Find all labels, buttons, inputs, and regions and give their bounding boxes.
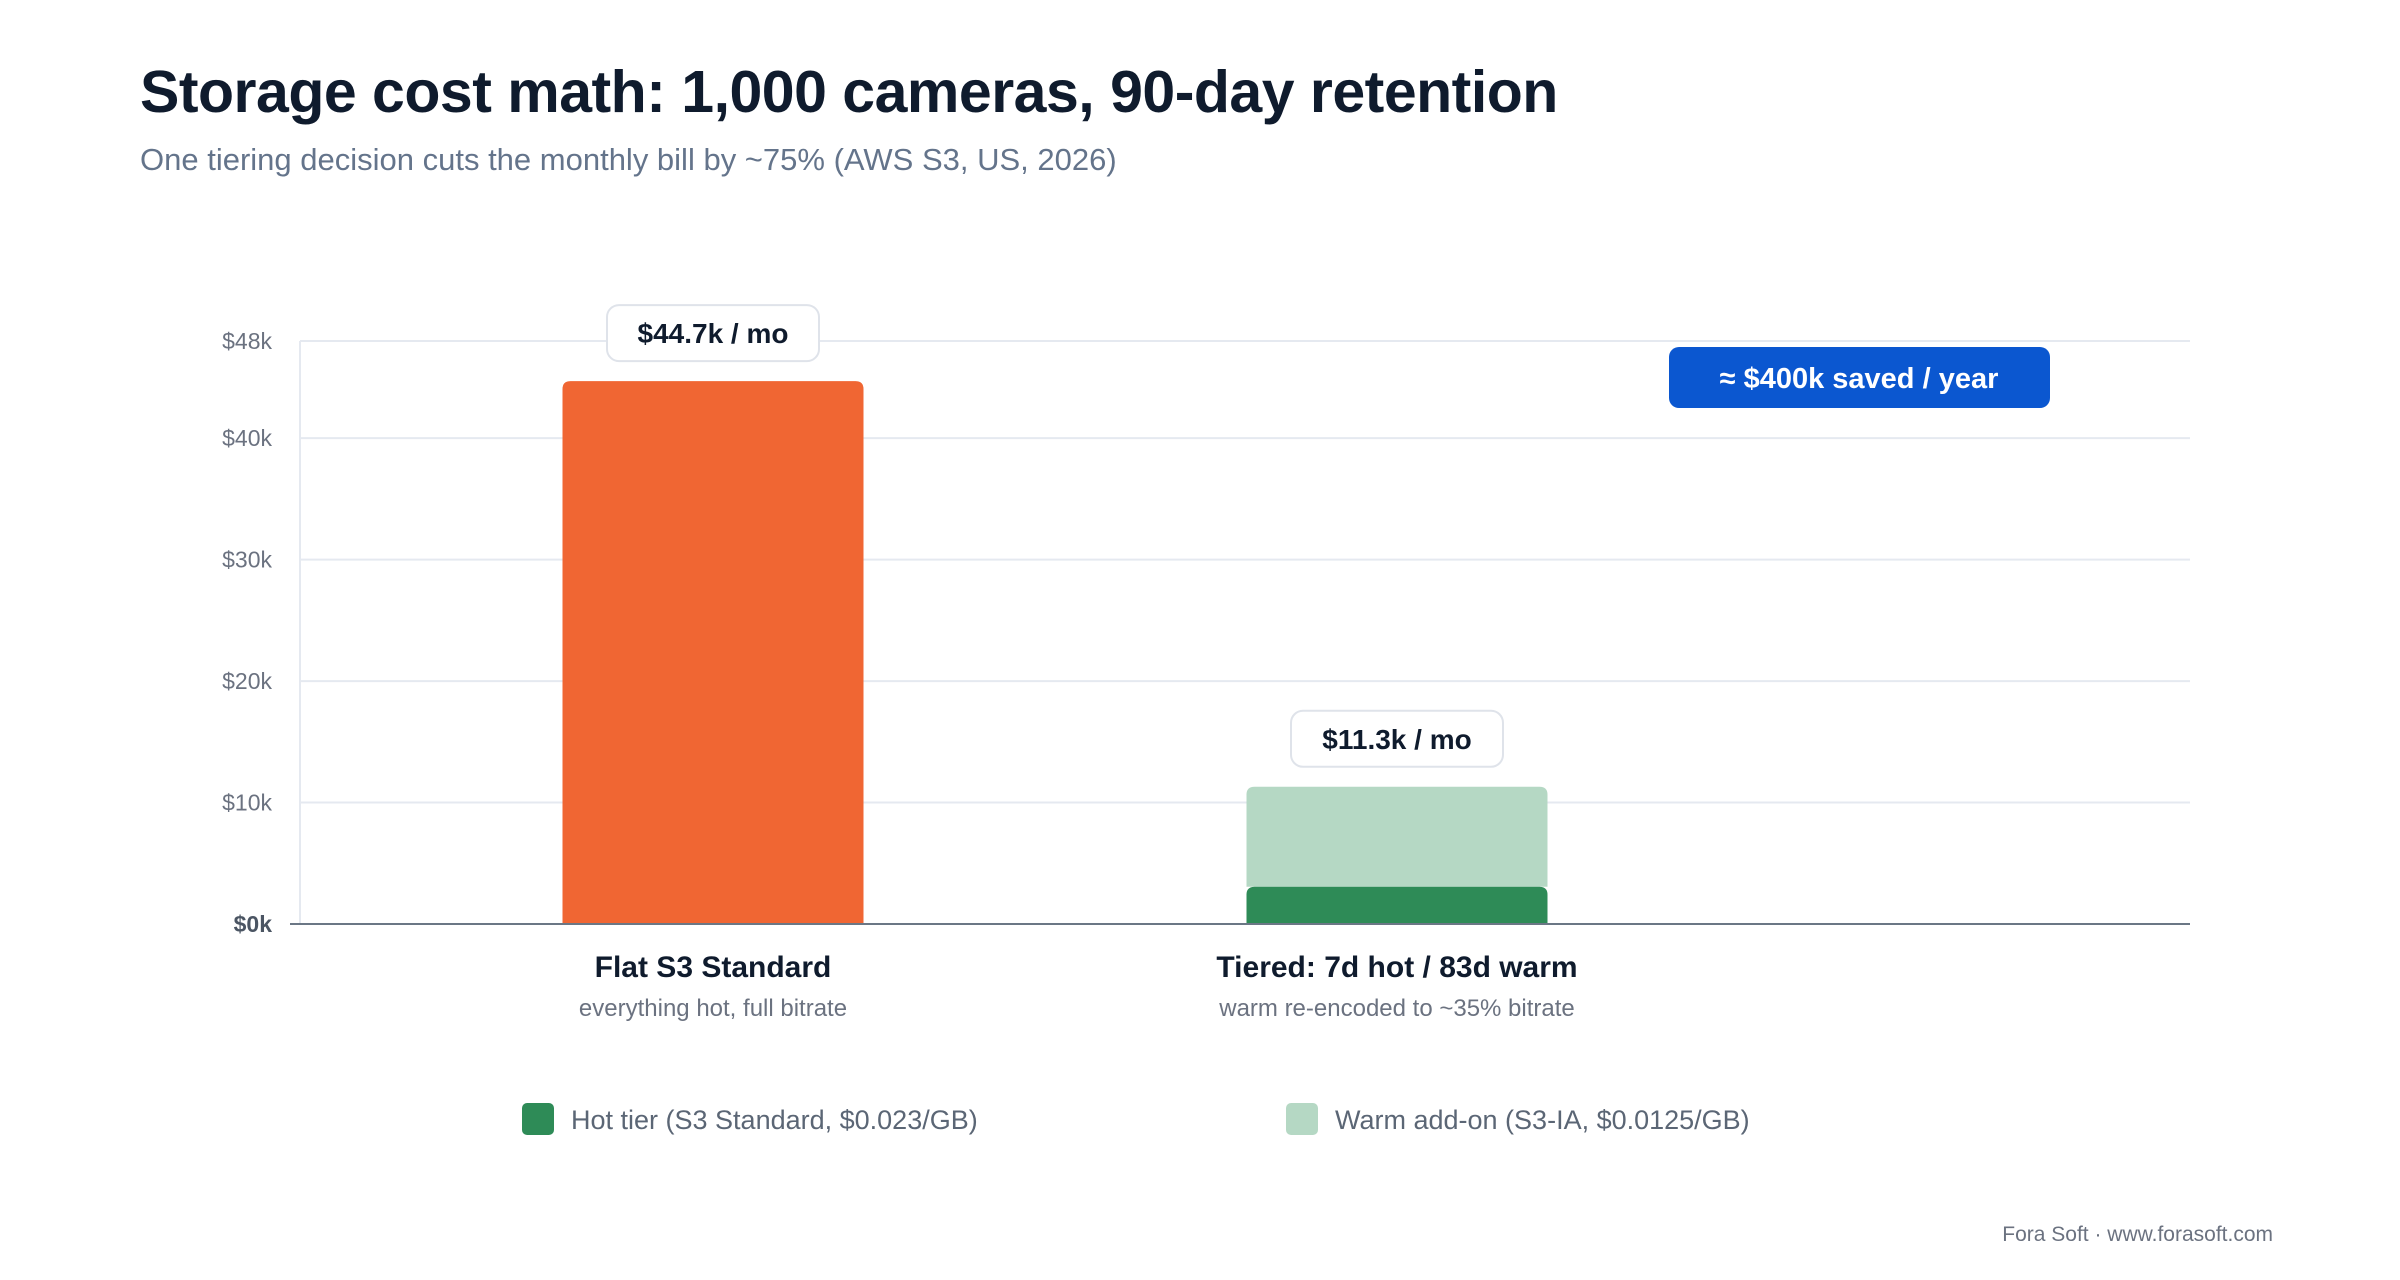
chart-title: Storage cost math: 1,000 cameras, 90-day… bbox=[140, 59, 1558, 125]
bar-segment-warm bbox=[1246, 786, 1548, 887]
x-category-label: Tiered: 7d hot / 83d warm bbox=[1216, 951, 1577, 984]
x-category-label: Flat S3 Standard bbox=[595, 951, 832, 984]
legend-label: Warm add-on (S3-IA, $0.0125/GB) bbox=[1335, 1105, 1750, 1135]
value-label: $11.3k / mo bbox=[1322, 724, 1471, 755]
x-category-note: everything hot, full bitrate bbox=[579, 995, 847, 1022]
value-label-box bbox=[606, 304, 820, 363]
y-tick-label: $48k bbox=[222, 328, 272, 354]
bar-segment-hot bbox=[1246, 886, 1548, 924]
value-label-box bbox=[1290, 709, 1504, 768]
footer-credit: Fora Soft · www.forasoft.com bbox=[2002, 1223, 2273, 1246]
y-tick-label: $0k bbox=[234, 911, 273, 937]
savings-callout-badge bbox=[1669, 347, 2050, 408]
savings-callout-text: ≈ $400k saved / year bbox=[1720, 363, 1999, 395]
y-tick-label: $20k bbox=[222, 668, 272, 694]
legend-swatch bbox=[522, 1103, 554, 1135]
legend-label: Hot tier (S3 Standard, $0.023/GB) bbox=[571, 1105, 978, 1135]
y-tick-label: $10k bbox=[222, 790, 272, 816]
y-tick-label: $30k bbox=[222, 547, 272, 573]
x-category-note: warm re-encoded to ~35% bitrate bbox=[1218, 995, 1575, 1022]
y-tick-label: $40k bbox=[222, 425, 272, 451]
legend-swatch bbox=[1286, 1103, 1318, 1135]
value-label: $44.7k / mo bbox=[638, 318, 789, 349]
chart-subtitle: One tiering decision cuts the monthly bi… bbox=[140, 142, 1117, 177]
bar-flat-s3-standard bbox=[562, 381, 864, 924]
